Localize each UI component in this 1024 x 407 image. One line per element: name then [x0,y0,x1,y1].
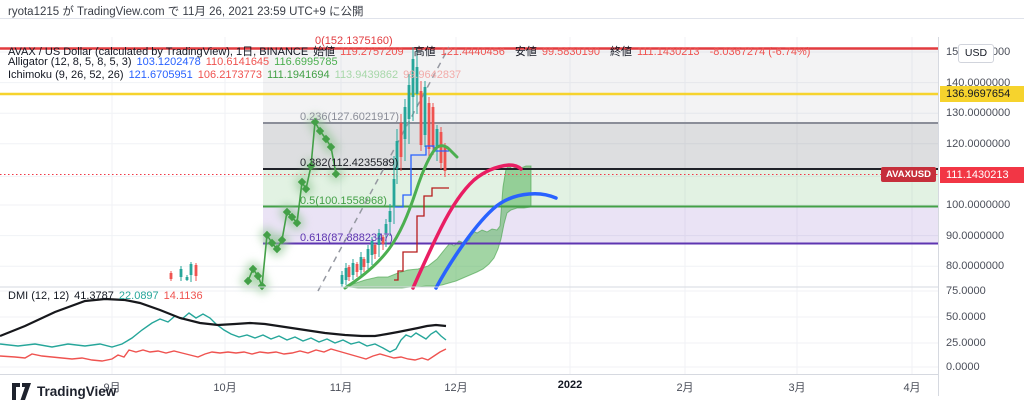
ohlc-value: 121.4440456 [440,46,505,58]
tradingview-logo-icon [12,383,31,400]
dmi-value: 41.3787 [74,290,114,302]
time-axis-label[interactable]: 2022 [557,379,583,391]
ohlc-key: 終値 [609,46,632,58]
fib-level-label: 0.618(87.8882347) [300,231,393,244]
ohlc-pair: 始値 119.2757209 [313,46,408,58]
horizontal-line-price-label: 136.9697654 [940,86,1024,102]
price-tick: 140.0000000 [946,76,1011,89]
fib-level-label: 0.5(100.1558968) [300,194,387,207]
ohlc-key: 高値 [413,46,436,58]
time-axis-label[interactable]: 4月 [903,382,921,394]
change-value: -8.0367274 (-6.74%) [709,46,811,58]
indicator-value: 116.6995785 [274,56,338,68]
ohlc-key: 始値 [313,46,336,58]
ohlc-pair: 安値 99.5830190 [515,46,605,58]
publish-header: ryota1215 が TradingView.com で 11月 26, 20… [8,6,364,18]
chart-frame[interactable]: AVAX / US Dollar (calculated by TradingV… [0,18,1024,397]
legend-alligator[interactable]: Alligator (12, 8, 5, 8, 5, 3) 103.1202478… [8,56,343,68]
legend-main[interactable]: AVAX / US Dollar (calculated by TradingV… [8,43,815,59]
price-tick: 90.0000000 [946,229,1005,242]
indicator-title: DMI (12, 12) [8,290,70,302]
dmi-tick: 0.0000 [946,361,980,373]
indicator-value: 103.1202478 [136,56,201,68]
dmi-tick: 75.0000 [946,285,986,297]
indicator-value: 121.6705951 [128,69,193,81]
chart-canvas[interactable] [0,19,1024,407]
indicator-value: 106.2173773 [197,69,263,81]
last-price-label: 111.1430213 [940,166,1024,183]
time-axis-label[interactable]: 9月 [103,382,121,394]
dmi-value: 22.0897 [118,290,159,302]
ohlc-key: 安値 [514,46,537,58]
time-axis-label[interactable]: 10月 [213,382,237,394]
legend-dmi[interactable]: DMI (12, 12) 41.3787 22.0897 14.1136 [8,290,208,302]
symbol-title: AVAX / US Dollar (calculated by TradingV… [8,46,309,58]
symbol-price-tag: AVAXUSD [880,167,936,182]
price-tick: 80.0000000 [946,260,1005,273]
indicator-title: Alligator (12, 8, 5, 8, 5, 3) [8,56,132,68]
price-axis[interactable]: USD 150.0000000140.0000000130.0000000120… [938,37,1024,396]
currency-unit-button[interactable]: USD [958,44,994,63]
legend-ichimoku[interactable]: Ichimoku (9, 26, 52, 26) 121.6705951 106.2… [8,69,466,81]
dmi-tick: 25.0000 [946,337,986,349]
footer-branding[interactable]: TradingView [12,383,116,400]
time-axis-label[interactable]: 12月 [444,382,468,394]
time-axis[interactable]: 9月 10月 11月 12月 2022 2月 3月 4月 [0,374,938,397]
indicator-value: 111.1941694 [267,69,330,81]
price-tick: 120.0000000 [946,137,1011,150]
ohlc-value: 111.1430213 [636,46,700,58]
dmi-value: 14.1136 [163,290,203,302]
fib-level-label: 0(152.1375160) [315,35,393,47]
ohlc-value: 119.2757209 [340,46,404,58]
price-tick: 130.0000000 [946,107,1011,120]
dmi-tick: 50.0000 [946,311,986,323]
tradingview-brand-text: TradingView [37,384,117,399]
price-tick: 100.0000000 [946,199,1011,211]
indicator-value: 99.9642837 [403,69,462,81]
ohlc-pair: 高値 121.4440456 [414,46,510,58]
time-axis-label[interactable]: 2月 [676,382,694,394]
ohlc-value: 99.5830190 [541,46,600,58]
ohlc-pair: 終値 111.1430213 [610,46,705,58]
indicator-value: 110.6141645 [205,56,270,68]
indicator-value: 113.9439862 [334,69,399,81]
indicator-title: Ichimoku (9, 26, 52, 26) [8,69,124,81]
time-axis-label[interactable]: 11月 [329,382,353,394]
time-axis-label[interactable]: 3月 [788,382,806,394]
fib-level-label: 0.382(112.4235589) [300,157,399,169]
fib-level-label: 0.236(127.6021917) [300,111,400,123]
